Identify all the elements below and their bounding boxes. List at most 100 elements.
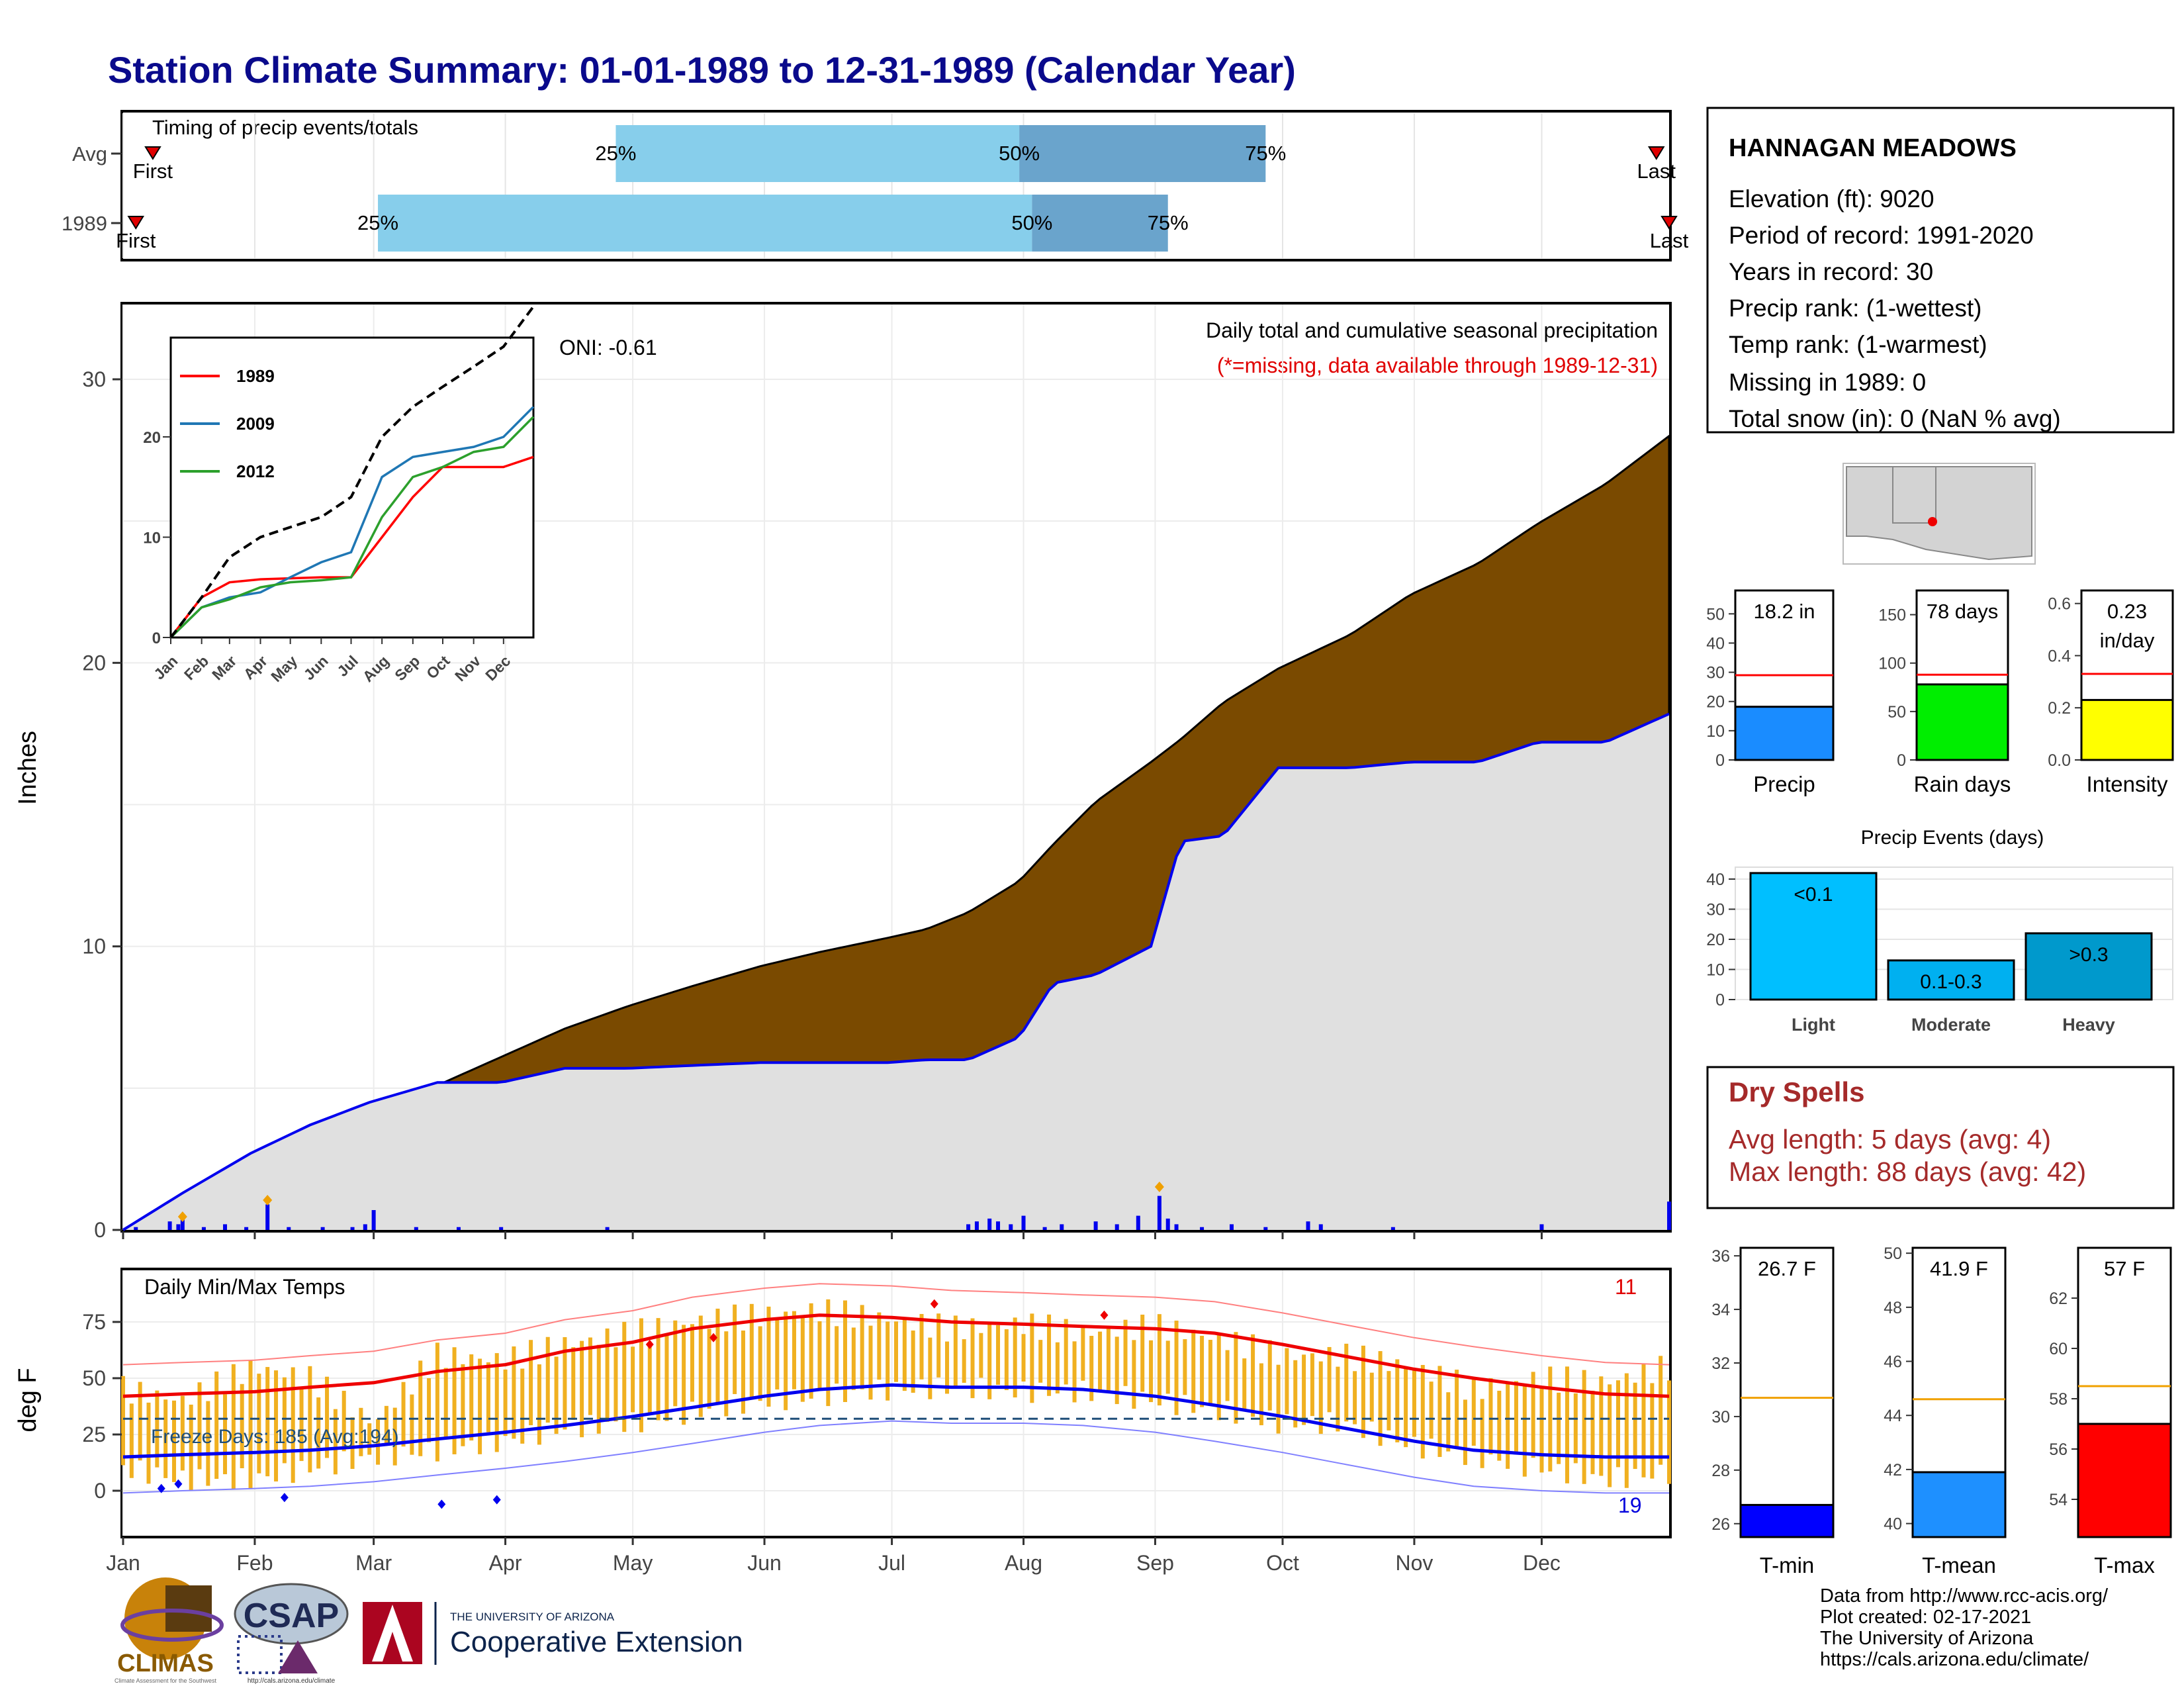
- daily-temp-range-bar: [996, 1325, 1001, 1385]
- events-bar-label: <0.1: [1794, 884, 1833, 906]
- temp-extreme-marker-icon: [157, 1483, 165, 1493]
- station-info-box: HANNAGAN MEADOWS Elevation (ft): 9020 Pe…: [1706, 107, 2175, 434]
- footer-line-1: Data from http://www.rcc-acis.org/: [1820, 1585, 2109, 1607]
- csap-mountain-icon: [278, 1640, 318, 1673]
- daily-temp-range-bar: [775, 1319, 780, 1390]
- daily-temp-range-bar: [1072, 1341, 1077, 1403]
- events-ytick-label: 10: [1706, 961, 1725, 980]
- daily-precip-bar: [1060, 1224, 1064, 1230]
- events-category-label: Moderate: [1911, 1015, 1991, 1035]
- climas-wordmark: CLIMAS: [117, 1650, 214, 1677]
- dry-spells-max: Max length: 88 days (avg: 42): [1729, 1156, 2086, 1187]
- daily-precip-bar: [350, 1227, 355, 1230]
- temp-extreme-marker-icon: [437, 1499, 446, 1509]
- month-label: May: [613, 1551, 653, 1575]
- summary-bar: [2080, 698, 2174, 761]
- daily-temp-range-bar: [299, 1386, 304, 1462]
- temp-extreme-marker-icon: [930, 1299, 938, 1309]
- daily-temp-range-bar: [545, 1336, 550, 1423]
- precip-marker-icon: [263, 1195, 273, 1205]
- summary-bar-ytick-label: 60: [2049, 1340, 2068, 1358]
- summary-bar-ytick-label: 26: [1711, 1515, 1730, 1534]
- inset-average-line: [169, 305, 535, 639]
- inset-legend-label: 1989: [236, 366, 275, 386]
- daily-temp-range-bar: [1565, 1366, 1569, 1483]
- daily-temp-range-bar: [172, 1400, 177, 1482]
- daily-temp-range-bar: [1387, 1371, 1391, 1430]
- daily-temp-range-bar: [1361, 1345, 1365, 1438]
- ua-big-text: Cooperative Extension: [450, 1626, 743, 1658]
- daily-precip-bar: [1115, 1224, 1119, 1230]
- timing-q50-label: 50%: [1011, 211, 1052, 234]
- month-label: Jun: [747, 1551, 782, 1575]
- precip-ytick-label: 30: [82, 367, 106, 391]
- daily-temp-range-bar: [537, 1364, 541, 1445]
- timing-bar-25-50: [378, 195, 1032, 252]
- daily-temp-range-bar: [1548, 1366, 1553, 1472]
- precip-marker-icon: [1154, 1182, 1164, 1192]
- daily-temp-range-bar: [1310, 1353, 1314, 1417]
- tmin-normal-line: [122, 1383, 1669, 1459]
- temp-extreme-marker-icon: [645, 1340, 654, 1349]
- daily-precip-bar: [974, 1221, 979, 1230]
- daily-temp-range-bar: [970, 1318, 975, 1399]
- events-bar: [2025, 932, 2153, 1001]
- temps-count-high: 11: [1615, 1275, 1637, 1299]
- daily-temp-range-bar: [1021, 1334, 1026, 1382]
- summary-bar-ytick-label: 30: [1706, 664, 1725, 682]
- daily-precip-bar: [605, 1227, 610, 1230]
- footer-line-3: The University of Arizona: [1820, 1628, 2034, 1649]
- daily-temp-range-bar: [1624, 1373, 1629, 1488]
- inset-series-line: [169, 416, 535, 639]
- events-bar: [1749, 872, 1878, 1001]
- daily-temp-range-bar: [1183, 1339, 1187, 1395]
- daily-precip-bar: [1136, 1215, 1140, 1230]
- daily-temp-range-bar: [1404, 1367, 1408, 1448]
- month-label: Dec: [1523, 1551, 1561, 1575]
- daily-precip-bar: [1306, 1221, 1310, 1230]
- daily-temp-range-bar: [401, 1382, 406, 1447]
- summary-bar: [1915, 683, 2009, 761]
- daily-temp-range-bar: [486, 1362, 490, 1432]
- daily-temp-range-bar: [384, 1405, 388, 1445]
- daily-temp-range-bar: [664, 1334, 669, 1421]
- daily-temp-range-bar: [1216, 1333, 1221, 1421]
- daily-temp-range-bar: [427, 1378, 432, 1442]
- month-label: Jul: [878, 1551, 905, 1575]
- daily-temp-range-bar: [631, 1346, 635, 1413]
- daily-temp-range-bar: [410, 1394, 414, 1455]
- daily-temp-range-bar: [231, 1364, 236, 1489]
- daily-temp-range-bar: [197, 1382, 202, 1470]
- daily-temp-range-bar: [1157, 1314, 1161, 1406]
- summary-bar-ytick-label: 0.0: [2048, 751, 2071, 770]
- daily-precip-bar: [1318, 1224, 1323, 1230]
- inset-frame: [169, 336, 535, 639]
- daily-temp-range-bar: [478, 1358, 482, 1454]
- daily-temp-range-bar: [953, 1315, 958, 1387]
- daily-temp-range-bar: [1557, 1392, 1561, 1464]
- year-cumulative-line: [122, 712, 1670, 1231]
- daily-temp-range-bar: [614, 1347, 618, 1422]
- daily-temp-range-bar: [1471, 1377, 1476, 1446]
- daily-temp-range-bar: [308, 1366, 312, 1473]
- daily-precip-bar: [1157, 1196, 1161, 1230]
- daily-temp-range-bar: [1437, 1366, 1442, 1457]
- ua-block-a-shape: [372, 1605, 413, 1662]
- summary-bar-category: Precip: [1753, 772, 1815, 796]
- daily-temp-range-bar: [1089, 1335, 1094, 1401]
- timing-last-marker-icon: [1661, 216, 1678, 230]
- summary-bar-ytick-label: 50: [1888, 703, 1906, 722]
- summary-bar-ytick-label: 56: [2049, 1440, 2068, 1459]
- timing-q25-label: 25%: [595, 142, 636, 165]
- daily-temp-range-bar: [1590, 1390, 1595, 1474]
- daily-temp-range-bar: [1318, 1361, 1323, 1434]
- daily-temp-range-bar: [1200, 1335, 1205, 1407]
- timing-bar-50-75: [1032, 195, 1168, 252]
- timing-first-label: First: [133, 160, 173, 183]
- summary-bar-ytick-label: 44: [1884, 1407, 1902, 1425]
- freeze-days-label: Freeze Days: 185 (Avg:194): [151, 1426, 399, 1448]
- temp-extreme-marker-icon: [280, 1493, 289, 1503]
- daily-precip-bar: [1200, 1227, 1205, 1230]
- summary-bar-value: 57 F: [2104, 1257, 2145, 1280]
